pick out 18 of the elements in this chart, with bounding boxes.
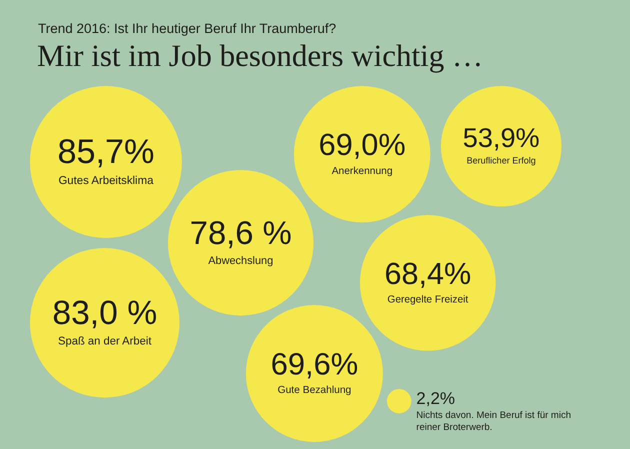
text: Trend 2016: Ist Ihr heutiger Beruf Ihr Traumberuf?: [38, 21, 336, 36]
data-label: 78,6 %: [190, 214, 292, 252]
category-label: Beruflicher Erfolg: [466, 156, 536, 166]
data-label: 2,2%: [416, 389, 456, 408]
category-label: Spaß an der Arbeit: [58, 336, 152, 348]
data-label: 68,4%: [384, 256, 472, 291]
category-label: Gute Bezahlung: [278, 385, 352, 396]
category-label: Geregelte Freizeit: [387, 294, 468, 306]
category-label: Nichts davon. Mein Beruf ist für mich reiner Broterwerb.: [416, 410, 571, 434]
category-label: Gutes Arbeitsklima: [58, 174, 154, 187]
data-label: 53,9%: [462, 122, 540, 154]
data-label: 69,0%: [318, 127, 406, 162]
category-label: Anerkennung: [332, 166, 393, 177]
data-label: 83,0 %: [52, 294, 158, 332]
text: Mir ist im Job besonders wichtig …: [37, 38, 484, 73]
category-label: Abwechslung: [208, 255, 274, 268]
data-label: 69,6%: [270, 346, 358, 382]
data-label: 85,7%: [57, 132, 154, 171]
